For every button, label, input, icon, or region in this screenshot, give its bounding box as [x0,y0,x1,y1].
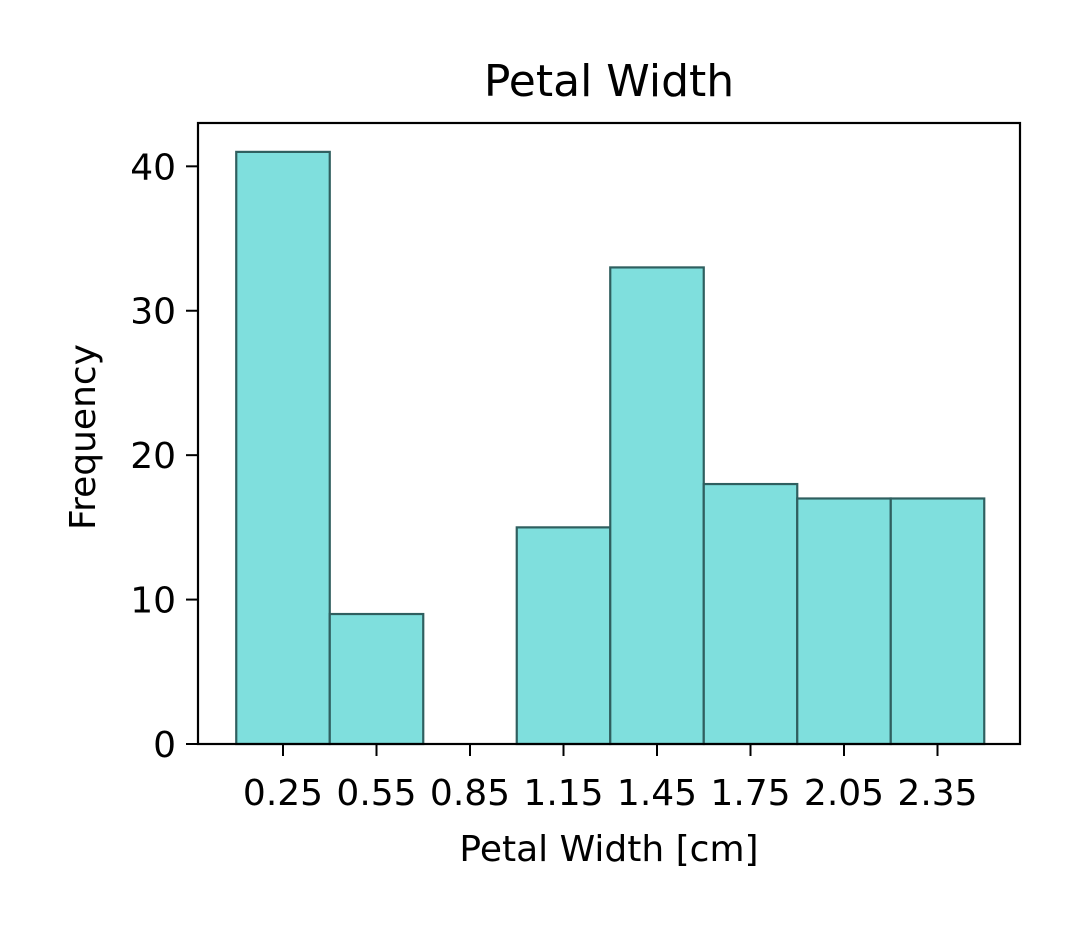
bar-1.45 [609,266,705,746]
y-axis-label: Frequency [63,344,104,530]
y-tick-label-30: 30 [130,292,176,333]
bar-2.05 [796,497,892,746]
bars-group [235,150,986,746]
x-tick-label-0.85: 0.85 [430,773,510,814]
x-axis: 0.25 0.55 0.85 1.15 1.45 1.75 2.05 2.35 [243,744,978,814]
x-tick-label-0.55: 0.55 [336,773,416,814]
bar-0.55 [328,612,425,746]
bar-2.35 [889,497,986,746]
chart-title: Petal Width [484,56,734,107]
x-tick-label-1.45: 1.45 [617,773,697,814]
plot-frame [196,121,1022,746]
y-tick-label-20: 20 [130,436,176,477]
x-tick-label-0.25: 0.25 [243,773,323,814]
bar-1.15 [515,526,612,746]
x-tick-label-2.05: 2.05 [804,773,884,814]
x-tick-label-1.75: 1.75 [710,773,790,814]
x-tick-label-2.35: 2.35 [897,773,977,814]
bar-0.25 [235,150,331,746]
x-tick-label-1.15: 1.15 [523,773,603,814]
x-axis-label: Petal Width [cm] [459,829,758,870]
y-axis: 0 10 20 30 40 [130,147,198,766]
y-tick-label-0: 0 [153,725,176,766]
y-tick-label-10: 10 [130,581,176,622]
y-tick-label-40: 40 [130,147,176,188]
bar-1.75 [702,482,799,746]
